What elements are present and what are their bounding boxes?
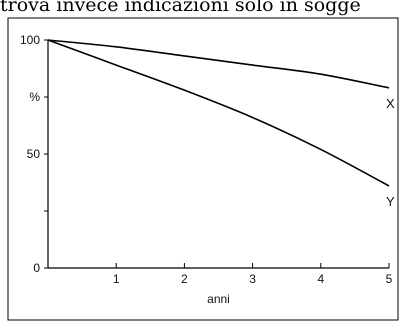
x-axis-label: anni <box>207 292 230 306</box>
y-tick-label: % <box>29 90 40 104</box>
chart-frame <box>7 17 399 321</box>
x-tick-label: 1 <box>113 272 120 286</box>
series-line-x <box>47 39 390 89</box>
y-tick-label: 100 <box>20 33 40 47</box>
series-layer: XY <box>47 39 395 209</box>
x-tick-label: 2 <box>181 272 188 286</box>
x-tick-label: 4 <box>317 272 324 286</box>
y-tick-label: 50 <box>27 147 41 161</box>
series-line-y <box>47 39 390 187</box>
series-label-y: Y <box>386 194 395 209</box>
axes <box>47 40 389 269</box>
y-tick-label: 0 <box>33 261 40 275</box>
header-text: trova invece indicazioni solo in sogge <box>0 0 361 16</box>
series-label-x: X <box>386 96 395 111</box>
x-tick-label: 3 <box>249 272 256 286</box>
x-tick-label: 5 <box>386 272 393 286</box>
